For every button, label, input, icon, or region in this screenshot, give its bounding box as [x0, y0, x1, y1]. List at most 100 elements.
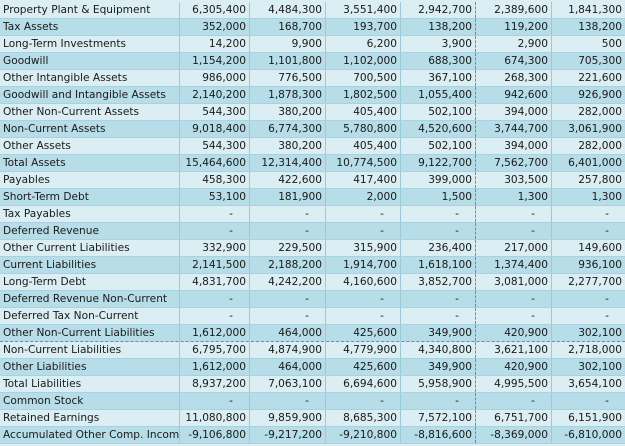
value-cell[interactable]: 9,859,900: [250, 410, 326, 426]
value-cell[interactable]: -: [250, 291, 326, 307]
value-cell[interactable]: 700,500: [326, 70, 401, 86]
value-cell[interactable]: -: [476, 291, 552, 307]
value-cell[interactable]: 12,314,400: [250, 155, 326, 171]
value-cell[interactable]: 15,464,600: [180, 155, 250, 171]
row-label-cell[interactable]: Common Stock: [0, 393, 180, 409]
value-cell[interactable]: -9,106,800: [180, 427, 250, 443]
value-cell[interactable]: -: [326, 223, 401, 239]
row-label-cell[interactable]: Other Assets: [0, 138, 180, 154]
value-cell[interactable]: 138,200: [578, 21, 622, 33]
row-label-cell[interactable]: Property Plant & Equipment: [0, 2, 180, 18]
value-cell[interactable]: 3,551,400: [326, 2, 401, 18]
row-label-cell[interactable]: Long-Term Debt: [0, 274, 180, 290]
value-cell[interactable]: -: [605, 225, 609, 237]
value-cell[interactable]: 425,600: [326, 325, 401, 341]
value-cell[interactable]: 674,300: [476, 53, 552, 69]
value-cell[interactable]: 6,795,700: [180, 342, 250, 358]
value-cell[interactable]: 936,100: [578, 259, 622, 271]
value-cell[interactable]: 4,242,200: [250, 274, 326, 290]
value-cell[interactable]: 149,600: [578, 242, 622, 254]
value-cell[interactable]: -: [250, 206, 326, 222]
value-cell[interactable]: 2,188,200: [250, 257, 326, 273]
value-cell[interactable]: 500: [601, 38, 622, 50]
value-cell[interactable]: 367,100: [401, 70, 476, 86]
value-cell[interactable]: 217,000: [476, 240, 552, 256]
value-cell[interactable]: 11,080,800: [180, 410, 250, 426]
value-cell[interactable]: 349,900: [401, 325, 476, 341]
value-cell[interactable]: 9,122,700: [401, 155, 476, 171]
row-label-cell[interactable]: Retained Earnings: [0, 410, 180, 426]
row-label-cell[interactable]: Other Liabilities: [0, 359, 180, 375]
value-cell[interactable]: 315,900: [326, 240, 401, 256]
value-cell[interactable]: -: [605, 310, 609, 322]
value-cell[interactable]: 9,900: [250, 36, 326, 52]
value-cell[interactable]: 282,000: [578, 106, 622, 118]
value-cell[interactable]: 10,774,500: [326, 155, 401, 171]
row-label-cell[interactable]: Short-Term Debt: [0, 189, 180, 205]
value-cell[interactable]: 1,101,800: [250, 53, 326, 69]
value-cell[interactable]: 5,780,800: [326, 121, 401, 137]
value-cell[interactable]: 3,621,100: [476, 342, 552, 358]
value-cell[interactable]: 138,200: [401, 19, 476, 35]
value-cell[interactable]: 3,852,700: [401, 274, 476, 290]
value-cell[interactable]: -: [250, 308, 326, 324]
row-label-cell[interactable]: Other Current Liabilities: [0, 240, 180, 256]
value-cell[interactable]: -: [326, 291, 401, 307]
value-cell[interactable]: 2,900: [476, 36, 552, 52]
value-cell[interactable]: 1,154,200: [180, 53, 250, 69]
value-cell[interactable]: 6,200: [326, 36, 401, 52]
value-cell[interactable]: -: [401, 206, 476, 222]
value-cell[interactable]: -8,816,600: [401, 427, 476, 443]
value-cell[interactable]: 3,654,100: [568, 378, 622, 390]
value-cell[interactable]: 257,800: [578, 174, 622, 186]
value-cell[interactable]: 4,995,500: [476, 376, 552, 392]
row-label-cell[interactable]: Deferred Tax Non-Current: [0, 308, 180, 324]
value-cell[interactable]: -: [476, 206, 552, 222]
value-cell[interactable]: 2,942,700: [401, 2, 476, 18]
value-cell[interactable]: 464,000: [250, 359, 326, 375]
value-cell[interactable]: 168,700: [250, 19, 326, 35]
value-cell[interactable]: 4,484,300: [250, 2, 326, 18]
value-cell[interactable]: 1,500: [401, 189, 476, 205]
value-cell[interactable]: -: [401, 291, 476, 307]
row-label-cell[interactable]: Total Liabilities: [0, 376, 180, 392]
value-cell[interactable]: 1,841,300: [568, 4, 622, 16]
row-label-cell[interactable]: Accumulated Other Comp. Incom: [0, 427, 180, 443]
value-cell[interactable]: -: [250, 393, 326, 409]
value-cell[interactable]: -: [401, 223, 476, 239]
value-cell[interactable]: 7,063,100: [250, 376, 326, 392]
value-cell[interactable]: 394,000: [476, 138, 552, 154]
value-cell[interactable]: 4,160,600: [326, 274, 401, 290]
value-cell[interactable]: 417,400: [326, 172, 401, 188]
value-cell[interactable]: 349,900: [401, 359, 476, 375]
value-cell[interactable]: 380,200: [250, 138, 326, 154]
value-cell[interactable]: 405,400: [326, 138, 401, 154]
value-cell[interactable]: 5,958,900: [401, 376, 476, 392]
value-cell[interactable]: -6,810,000: [564, 429, 622, 441]
value-cell[interactable]: 399,000: [401, 172, 476, 188]
value-cell[interactable]: 2,000: [326, 189, 401, 205]
value-cell[interactable]: 6,305,400: [180, 2, 250, 18]
value-cell[interactable]: 302,100: [578, 327, 622, 339]
value-cell[interactable]: 181,900: [250, 189, 326, 205]
value-cell[interactable]: -: [180, 223, 250, 239]
value-cell[interactable]: 4,340,800: [401, 342, 476, 358]
value-cell[interactable]: -: [401, 308, 476, 324]
value-cell[interactable]: -: [326, 206, 401, 222]
value-cell[interactable]: 6,694,600: [326, 376, 401, 392]
value-cell[interactable]: 4,520,600: [401, 121, 476, 137]
value-cell[interactable]: 2,389,600: [476, 2, 552, 18]
value-cell[interactable]: 302,100: [578, 361, 622, 373]
value-cell[interactable]: 236,400: [401, 240, 476, 256]
value-cell[interactable]: 3,744,700: [476, 121, 552, 137]
value-cell[interactable]: 2,277,700: [568, 276, 622, 288]
value-cell[interactable]: 2,718,000: [568, 344, 622, 356]
value-cell[interactable]: 544,300: [180, 138, 250, 154]
row-label-cell[interactable]: Payables: [0, 172, 180, 188]
row-label-cell[interactable]: Tax Assets: [0, 19, 180, 35]
value-cell[interactable]: 8,685,300: [326, 410, 401, 426]
value-cell[interactable]: -: [326, 393, 401, 409]
value-cell[interactable]: -: [476, 308, 552, 324]
value-cell[interactable]: 1,612,000: [180, 359, 250, 375]
value-cell[interactable]: -: [250, 223, 326, 239]
